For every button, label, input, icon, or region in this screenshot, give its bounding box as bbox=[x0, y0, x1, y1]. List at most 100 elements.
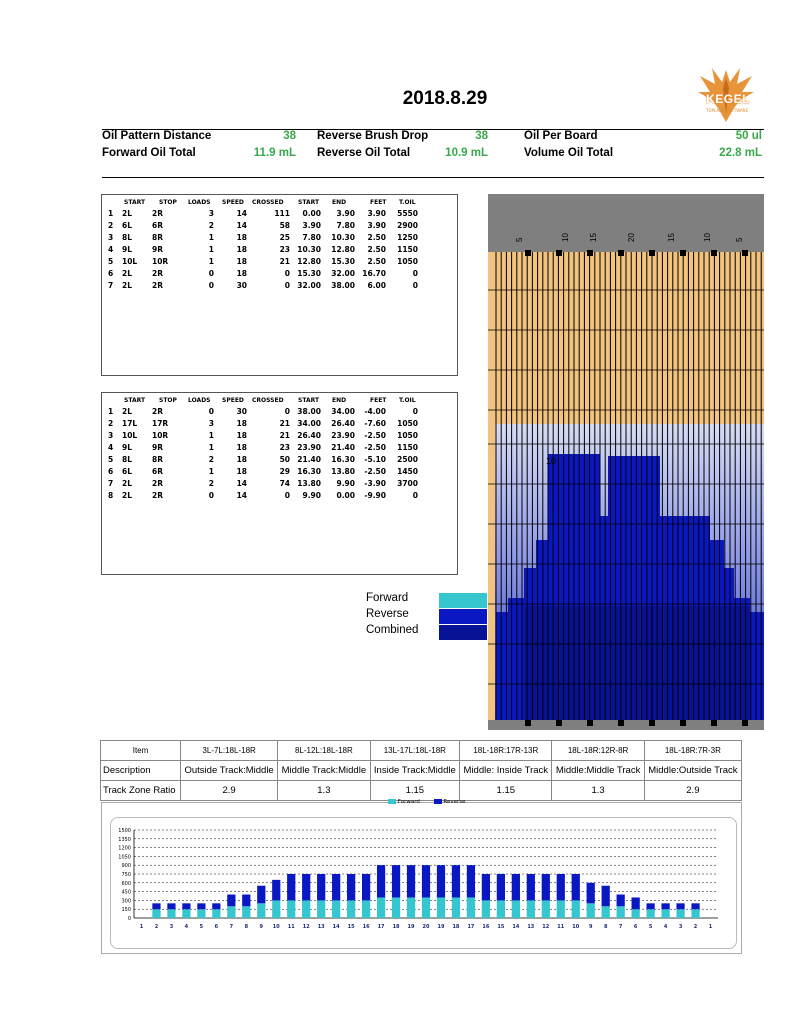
table-cell: 10L bbox=[122, 257, 138, 266]
gutter-left bbox=[488, 424, 495, 722]
table-cell: 38.00 bbox=[297, 407, 321, 416]
forward-bar bbox=[391, 897, 401, 918]
ratio-value-cell: Track Zone Ratio bbox=[100, 780, 181, 801]
table-cell: 14 bbox=[236, 209, 247, 218]
x-tick-label: 19 bbox=[408, 924, 415, 930]
legend-reverse-swatch bbox=[439, 609, 487, 624]
forward-bar bbox=[616, 906, 625, 918]
forward-bar bbox=[406, 897, 416, 918]
ratio-value-cell: 1.3 bbox=[277, 780, 371, 801]
arrow-marker-bottom bbox=[618, 720, 624, 726]
table-cell: 18 bbox=[236, 431, 247, 440]
table-cell: 10L bbox=[122, 431, 138, 440]
table-cell: 32.00 bbox=[297, 281, 321, 290]
ratio-header-cell: 8L-12L:18L-18R bbox=[277, 740, 371, 761]
x-tick-label: 16 bbox=[482, 924, 489, 930]
forward-bar bbox=[227, 906, 236, 918]
table-cell: -4.00 bbox=[364, 407, 386, 416]
reverse-bar bbox=[317, 874, 326, 901]
graph-footer bbox=[488, 720, 764, 730]
table-cell: 5550 bbox=[397, 209, 418, 218]
x-tick-label: 13 bbox=[318, 924, 325, 930]
graph-marker-label: 10 bbox=[546, 456, 556, 466]
table-cell: 6R bbox=[152, 467, 163, 476]
table-row: 4 9L 9R 1 18 23 23.90 21.40 -2.50 1150 bbox=[102, 443, 457, 455]
column-header: CROSSED bbox=[252, 199, 284, 206]
table-cell: 1250 bbox=[397, 233, 418, 242]
arrow-marker-top bbox=[556, 250, 562, 256]
column-header: SPEED bbox=[222, 397, 244, 404]
y-tick-label: 1050 bbox=[118, 854, 131, 860]
reverse-bar bbox=[376, 865, 386, 898]
table-cell: 18 bbox=[236, 257, 247, 266]
reverse-bar bbox=[406, 865, 416, 898]
board-number-label: 15 bbox=[589, 233, 598, 242]
column-header: FEET bbox=[370, 397, 387, 404]
arrow-marker-bottom bbox=[680, 720, 686, 726]
oil-per-board-value: 50 ul bbox=[735, 130, 762, 142]
stats-top-rule bbox=[102, 129, 764, 130]
arrow-marker-top bbox=[618, 250, 624, 256]
table-cell: 3700 bbox=[397, 479, 418, 488]
table-cell: 10R bbox=[152, 431, 169, 440]
table-cell: 6L bbox=[122, 467, 132, 476]
oil-pattern-distance-label: Oil Pattern Distance bbox=[102, 130, 212, 142]
table-cell: 3.90 bbox=[302, 221, 321, 230]
ratio-description-cell: Middle Track:Middle bbox=[277, 760, 371, 781]
column-header: START bbox=[124, 199, 146, 206]
table-row: 1 2L 2R 3 14 111 0.00 3.90 3.90 5550 bbox=[102, 209, 457, 221]
table-cell: 16.30 bbox=[331, 455, 355, 464]
table-cell: 18 bbox=[236, 419, 247, 428]
table-row: 2 17L 17R 3 18 21 34.00 26.40 -7.60 1050 bbox=[102, 419, 457, 431]
arrow-marker-bottom bbox=[711, 720, 717, 726]
table-cell: 9L bbox=[122, 443, 132, 452]
table-cell: 17L bbox=[122, 419, 138, 428]
table-cell: 0 bbox=[412, 491, 418, 500]
table-cell: 0 bbox=[284, 269, 290, 278]
table-cell: 1150 bbox=[397, 443, 418, 452]
arrow-marker-top bbox=[587, 250, 593, 256]
ratio-value-cell: 1.3 bbox=[551, 780, 645, 801]
bar-legend-forward-label: Forward bbox=[397, 799, 420, 805]
reverse-bar bbox=[332, 874, 341, 901]
table-cell: 1 bbox=[208, 257, 214, 266]
table-cell: 29 bbox=[279, 467, 290, 476]
table-cell: 32.00 bbox=[331, 269, 355, 278]
reverse-bar bbox=[287, 874, 296, 901]
table-cell: 2 bbox=[108, 221, 114, 230]
forward-oil-total-label: Forward Oil Total bbox=[102, 147, 196, 159]
table-cell: 6 bbox=[108, 269, 114, 278]
table-row: 6 6L 6R 1 18 29 16.30 13.80 -2.50 1450 bbox=[102, 467, 457, 479]
column-header: T.OIL bbox=[399, 397, 416, 404]
ratio-header-cell: 3L-7L:18L-18R bbox=[179, 740, 279, 761]
reverse-bar bbox=[646, 903, 655, 910]
reverse-oil-block bbox=[496, 612, 508, 728]
legend-forward-swatch bbox=[439, 593, 487, 608]
reverse-brush-drop-value: 38 bbox=[475, 130, 488, 142]
table-cell: 2900 bbox=[397, 221, 418, 230]
column-header: STOP bbox=[159, 199, 177, 206]
volume-oil-total-value: 22.8 mL bbox=[719, 147, 762, 159]
x-tick-label: 1 bbox=[709, 924, 713, 930]
ratio-header-row: Item 3L-7L:18L-18R 8L-12L:18L-18R 13L-17… bbox=[100, 740, 743, 761]
forward-bar bbox=[496, 900, 505, 918]
x-tick-label: 3 bbox=[679, 924, 683, 930]
table-cell: 4 bbox=[108, 245, 114, 254]
forward-bar bbox=[541, 900, 550, 918]
table-cell: 1050 bbox=[397, 431, 418, 440]
y-tick-label: 600 bbox=[121, 881, 131, 887]
table-cell: 21 bbox=[279, 431, 290, 440]
reverse-bar bbox=[451, 865, 461, 898]
table-cell: 15.30 bbox=[331, 257, 355, 266]
table-cell: -2.50 bbox=[364, 431, 386, 440]
column-header: FEET bbox=[370, 199, 387, 206]
table-cell: 2 bbox=[208, 455, 214, 464]
table-cell: 5 bbox=[108, 455, 114, 464]
oil-graph: 5 10 15 20 15 10 5 10 bbox=[488, 194, 764, 730]
table-cell: 21 bbox=[279, 419, 290, 428]
reverse-bar bbox=[481, 874, 491, 901]
table-cell: -5.10 bbox=[364, 455, 386, 464]
table-cell: 3 bbox=[208, 209, 214, 218]
ratio-value-cell: 2.9 bbox=[179, 780, 279, 801]
x-tick-label: 6 bbox=[215, 924, 219, 930]
